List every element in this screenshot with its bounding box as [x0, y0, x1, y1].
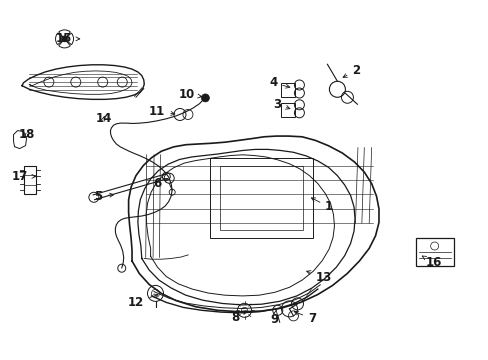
Text: 3: 3 [272, 98, 289, 111]
Bar [281, 83, 295, 97]
Text: 13: 13 [306, 271, 331, 284]
Text: 10: 10 [178, 88, 201, 101]
Bar [281, 103, 295, 117]
Text: 17: 17 [12, 170, 36, 183]
Text: 9: 9 [270, 310, 278, 326]
Text: 18: 18 [19, 129, 35, 141]
Circle shape [61, 36, 67, 42]
Text: 12: 12 [128, 294, 158, 309]
Text: 2: 2 [343, 64, 360, 77]
Text: 15: 15 [56, 32, 80, 45]
Text: 4: 4 [268, 76, 289, 89]
Text: 7: 7 [294, 311, 316, 325]
Bar [24, 166, 36, 194]
Bar [220, 166, 303, 230]
Text: 11: 11 [149, 105, 174, 118]
Text: 1: 1 [311, 198, 333, 213]
Text: 5: 5 [94, 190, 113, 203]
Bar [210, 158, 312, 238]
Text: 8: 8 [231, 311, 245, 324]
Text: 16: 16 [421, 256, 441, 269]
Text: 14: 14 [95, 112, 111, 125]
Bar [415, 238, 453, 266]
Circle shape [201, 94, 209, 102]
Text: 6: 6 [153, 177, 167, 190]
